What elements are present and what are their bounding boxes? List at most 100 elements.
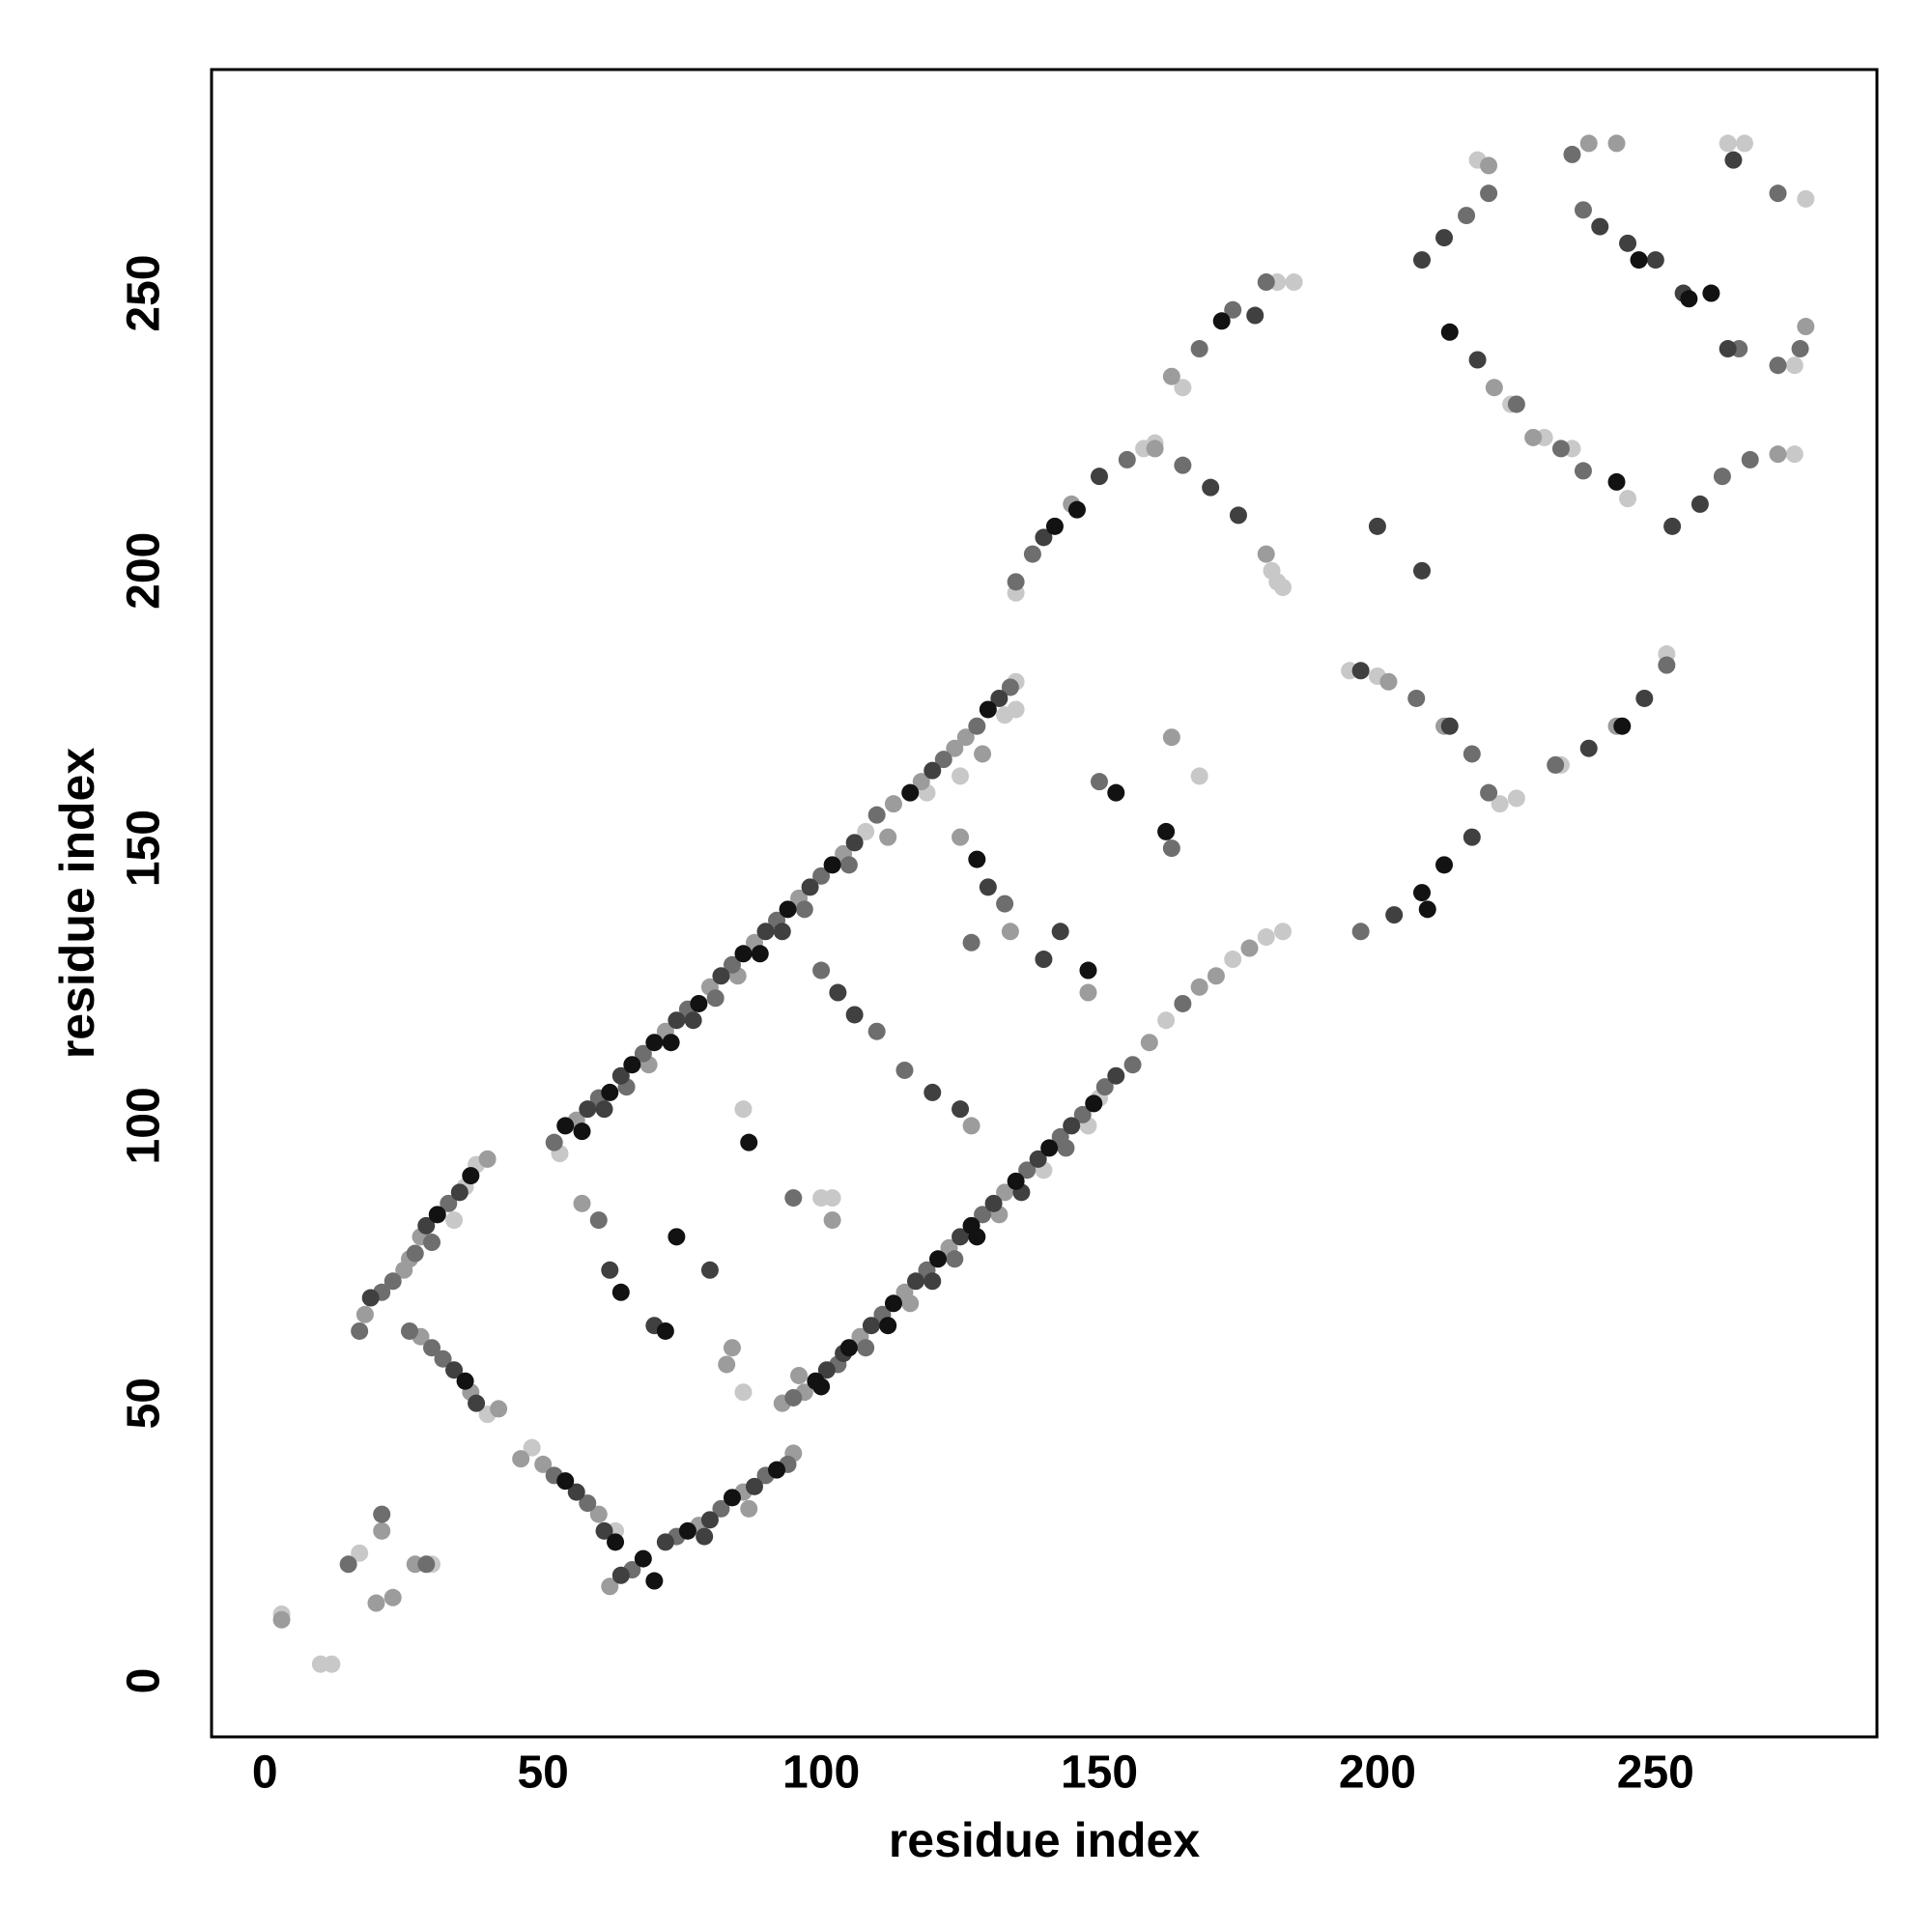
contact-point [1719,340,1737,358]
contact-point [1507,789,1525,808]
contact-point [823,1211,841,1230]
contact-point [1407,689,1426,707]
contact-point [684,1011,702,1030]
contact-point [912,773,930,791]
plot-frame [210,68,1879,1739]
contact-point [1769,356,1787,375]
contact-point [1007,573,1025,591]
contact-point [1507,395,1525,413]
contact-point [1485,379,1503,397]
contact-point [1095,1078,1114,1096]
contact-point [1085,1094,1103,1113]
contact-point [645,1034,664,1052]
contact-point [323,1655,341,1673]
contact-point [423,1234,441,1252]
contact-point [1769,185,1787,203]
contact-point [829,983,847,1002]
contact-point [417,1216,436,1235]
contact-point [601,1577,619,1596]
contact-point [1547,755,1565,774]
contact-point [445,1361,464,1379]
contact-point [611,1566,630,1584]
contact-point [450,1183,469,1202]
contact-point [373,1521,391,1540]
contact-point [1579,739,1598,757]
contact-point [656,1533,674,1551]
contact-point [974,1206,992,1224]
contact-point [734,1383,753,1402]
contact-point [1246,306,1264,325]
contact-point [1574,201,1592,219]
contact-point [801,878,819,896]
contact-point [901,783,920,802]
contact-point [1051,923,1069,941]
contact-point [895,1061,914,1079]
contact-point [579,1100,597,1119]
contact-point [1162,367,1180,385]
contact-point [1463,745,1481,763]
contact-point [1257,928,1275,947]
contact-point [1524,428,1543,446]
contact-point [845,834,864,852]
contact-point [1797,189,1815,208]
contact-point [1791,340,1809,358]
contact-point [1480,156,1498,175]
contact-point [1440,717,1459,735]
contact-point [1140,1034,1158,1052]
contact-point [1190,767,1208,785]
contact-point [751,945,769,963]
contact-point [1368,517,1386,535]
contact-point [623,1056,641,1074]
contact-point [595,1521,613,1540]
contact-point [1045,517,1064,535]
contact-point [968,717,986,735]
contact-point [946,1250,964,1268]
x-tick-label: 100 [782,1747,860,1799]
contact-point [952,1100,970,1119]
contact-point [523,1438,541,1457]
contact-point [845,1006,864,1024]
contact-point [428,1206,446,1224]
contact-point [573,1122,591,1141]
contact-point [1690,495,1709,513]
contact-point [1702,284,1720,302]
contact-point [1563,145,1581,163]
contact-point [1591,217,1609,236]
contact-point [756,923,775,941]
contact-point [423,1339,441,1357]
contact-point [1646,251,1664,270]
contact-point [1057,1139,1075,1157]
contact-point [468,1394,486,1412]
contact-point [545,1133,563,1151]
contact-point [1007,1172,1025,1190]
contact-point [1680,290,1698,308]
contact-point [478,1150,497,1168]
contact-point [1190,340,1208,358]
contact-point [1607,134,1626,153]
contact-point [857,1339,875,1357]
contact-point [946,739,964,757]
contact-point [1435,229,1454,247]
contact-point [867,806,886,824]
contact-point [700,1261,719,1279]
contact-point [773,923,791,941]
contact-point [1107,1066,1125,1085]
contact-point [1274,923,1293,941]
contact-point [723,955,741,974]
contact-point [579,1494,597,1513]
contact-point [406,1244,424,1263]
contact-point [734,1100,753,1119]
contact-point [1035,528,1053,547]
contact-point [1412,884,1431,902]
contact-point [1658,656,1676,674]
contact-point [1007,700,1025,719]
contact-point [1574,462,1592,480]
contact-point [601,1083,619,1101]
y-axis-title: residue index [50,748,104,1060]
contact-point [968,850,986,868]
contact-point [656,1321,674,1340]
contact-point [1091,468,1109,486]
contact-point [339,1555,357,1574]
contact-point [884,795,902,813]
contact-point [839,856,858,874]
